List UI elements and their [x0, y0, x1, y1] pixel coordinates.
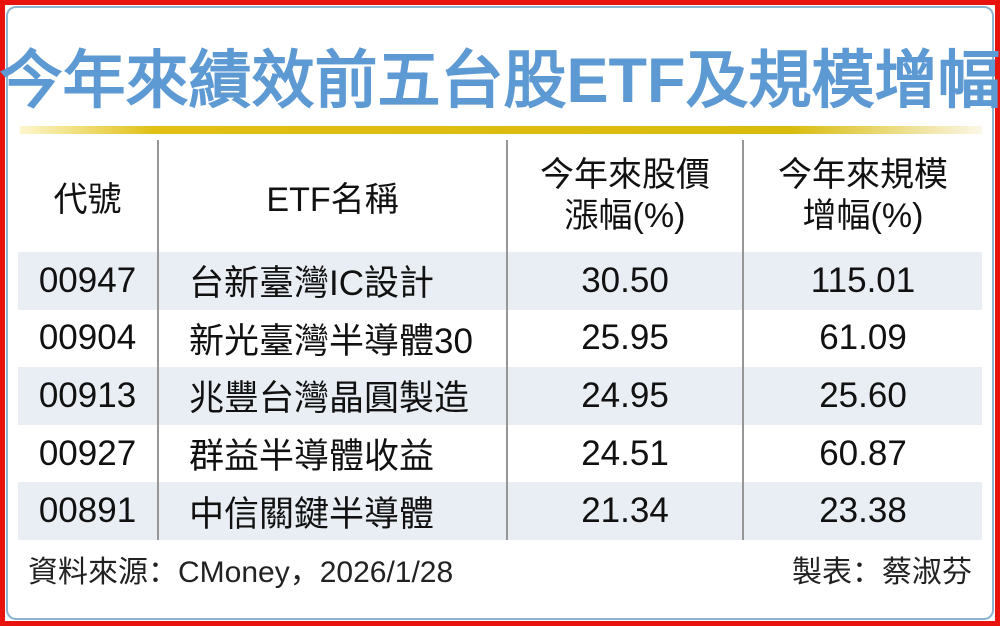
scale-change-cell: 23.38	[742, 482, 982, 540]
code-cell: 00904	[38, 318, 137, 358]
scale-change-cell: 61.09	[742, 309, 982, 368]
footer: 資料來源：CMoney，2026/1/28 製表：蔡淑芬	[18, 546, 982, 592]
header-code: 代號	[53, 180, 122, 219]
name-cell: 兆豐台灣晶圓製造	[157, 367, 506, 425]
header-price-line1: 今年來股價	[540, 155, 710, 194]
code-cell: 00891	[18, 482, 157, 540]
scale-change-cell: 115.01	[742, 252, 982, 310]
etf-table: 代號 ETF名稱 今年來股價 漲幅(%) 今年來規模 增幅(%) 00947 台…	[18, 140, 982, 540]
code-cell: 00927	[38, 433, 137, 473]
code-cell: 00947	[18, 252, 157, 310]
name-cell: 中信關鍵半導體	[157, 482, 506, 540]
price-change-cell: 30.50	[506, 252, 742, 310]
name-cell: 新光臺灣半導體30	[157, 309, 506, 368]
price-change-cell: 24.95	[506, 367, 742, 425]
data-source-text: 資料來源：CMoney，2026/1/28	[28, 556, 454, 589]
header-price-change: 今年來股價 漲幅(%)	[506, 140, 742, 252]
header-scale-change: 今年來規模 增幅(%)	[742, 140, 982, 252]
code-cell: 00913	[18, 367, 157, 425]
price-change-cell: 25.95	[506, 309, 742, 368]
header-scale-line2: 增幅(%)	[802, 197, 924, 235]
price-change-cell: 24.51	[506, 424, 742, 483]
name-cell: 群益半導體收益	[157, 424, 506, 483]
name-cell: 台新臺灣IC設計	[157, 252, 506, 310]
credit-text: 製表：蔡淑芬	[792, 556, 972, 589]
header-price-line2: 漲幅(%)	[564, 197, 686, 235]
scale-change-cell: 60.87	[742, 424, 982, 483]
price-change-cell: 21.34	[506, 482, 742, 540]
header-name: ETF名稱	[157, 140, 506, 252]
title-underline-rule	[20, 126, 982, 134]
header-scale-line1: 今年來規模	[778, 155, 948, 194]
scale-change-cell: 25.60	[742, 367, 982, 425]
page-title: 今年來績效前五台股ETF及規模增幅	[0, 45, 1000, 116]
